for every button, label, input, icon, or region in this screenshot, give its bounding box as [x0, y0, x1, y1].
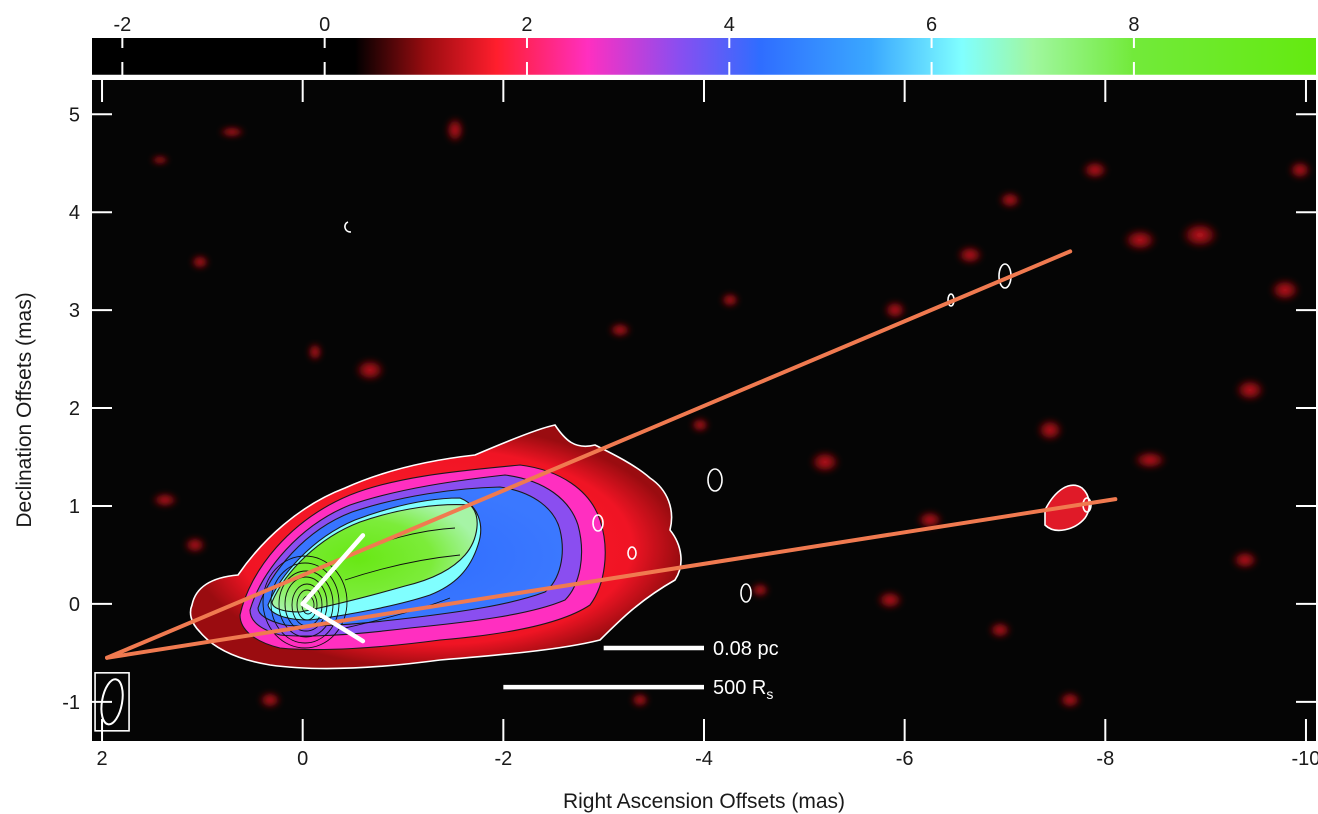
jet-contour — [344, 597, 451, 629]
opening-angle-lines — [105, 249, 1118, 660]
x-tick-label: 0 — [297, 748, 308, 770]
scale-bar-label: 0.08 pc — [713, 638, 779, 660]
noise-blob — [258, 691, 282, 709]
colorbar-tick-label: 6 — [926, 14, 937, 36]
colorbar-ticks — [121, 38, 1135, 75]
noise-blob — [690, 417, 710, 433]
position-angle-arm — [300, 533, 366, 607]
core-contour — [278, 570, 334, 638]
jet-contour — [344, 554, 461, 581]
axis-ticks — [92, 80, 1316, 741]
noise-field: 0.08 pc 500 Rs — [94, 116, 1312, 732]
noise-blob — [1081, 160, 1109, 180]
y-tick-label: 0 — [69, 594, 80, 616]
jet-emission — [189, 221, 1092, 670]
scale-bars: 0.08 pc 500 Rs — [503, 638, 779, 702]
noise-blob — [630, 692, 650, 708]
x-tick-label: -4 — [695, 748, 713, 770]
noise-blob — [916, 510, 944, 530]
position-angle-markers — [300, 533, 366, 644]
noise-blob — [218, 126, 246, 138]
y-tick-label: 4 — [69, 202, 80, 224]
noise-blob — [1132, 450, 1168, 470]
noise-blob — [998, 191, 1022, 209]
noise-blob — [876, 590, 904, 610]
scale-bar-label-text: 500 R — [713, 677, 766, 699]
noise-blob — [1269, 278, 1301, 302]
core-contour — [270, 562, 340, 644]
noise-blob — [183, 536, 207, 554]
plot-area: 0.08 pc 500 Rs — [92, 80, 1316, 741]
noise-blob — [1231, 550, 1259, 570]
x-tick-label: -8 — [1096, 748, 1114, 770]
x-tick-label: -10 — [1292, 748, 1318, 770]
noise-blob — [1234, 378, 1266, 402]
colorbar-gradient — [92, 38, 1316, 75]
isolated-contour — [344, 221, 352, 233]
noise-blob — [151, 492, 179, 508]
scale-bar-label-subscript: s — [766, 686, 773, 702]
colorbar-tick-label: 4 — [724, 14, 735, 36]
noise-blob — [809, 450, 841, 474]
isolated-contour — [592, 514, 604, 532]
y-axis-label: Declination Offsets (mas) — [13, 292, 36, 527]
noise-blob — [190, 254, 210, 270]
noise-blob — [150, 155, 170, 165]
colorbar-tick-label: 0 — [319, 14, 330, 36]
y-tick-label: 1 — [69, 496, 80, 518]
x-tick-label: -6 — [896, 748, 914, 770]
position-angle-arm — [300, 601, 366, 644]
opening-angle-line — [105, 249, 1073, 660]
isolated-contour — [740, 583, 752, 603]
scale-bar-label-text: 0.08 pc — [713, 638, 779, 660]
core-contour — [262, 555, 348, 649]
noise-blob — [1036, 418, 1064, 442]
opening-angle-line — [105, 497, 1118, 660]
core-contour — [284, 576, 328, 632]
y-tick-label: 2 — [69, 398, 80, 420]
noise-blob — [988, 621, 1012, 639]
colorbar — [92, 38, 1316, 78]
y-tick-label: 5 — [69, 104, 80, 126]
x-tick-label: -2 — [494, 748, 512, 770]
noise-blob — [608, 322, 632, 338]
isolated-contour — [707, 468, 723, 492]
noise-blob — [307, 342, 323, 362]
noise-blob — [750, 582, 770, 598]
isolated-contour — [627, 546, 637, 560]
noise-blob — [956, 245, 984, 265]
noise-blob — [1288, 160, 1312, 180]
noise-blob — [1122, 228, 1158, 252]
core-contour — [296, 589, 318, 621]
noise-blob — [720, 292, 740, 308]
noise-blob — [1058, 691, 1082, 709]
beam-ellipse — [100, 678, 124, 726]
scale-bar-label: 500 Rs — [713, 677, 773, 702]
x-axis-label: Right Ascension Offsets (mas) — [563, 790, 845, 813]
noise-blob — [883, 300, 907, 320]
x-tick-label: 2 — [96, 748, 107, 770]
y-tick-label: -1 — [62, 692, 80, 714]
noise-blob — [1180, 221, 1220, 249]
colorbar-tick-label: 2 — [521, 14, 532, 36]
colorbar-tick-label: -2 — [113, 14, 131, 36]
y-tick-label: 3 — [69, 300, 80, 322]
noise-blob — [445, 116, 465, 144]
noise-blob — [354, 358, 386, 382]
colorbar-tick-label: 8 — [1128, 14, 1139, 36]
